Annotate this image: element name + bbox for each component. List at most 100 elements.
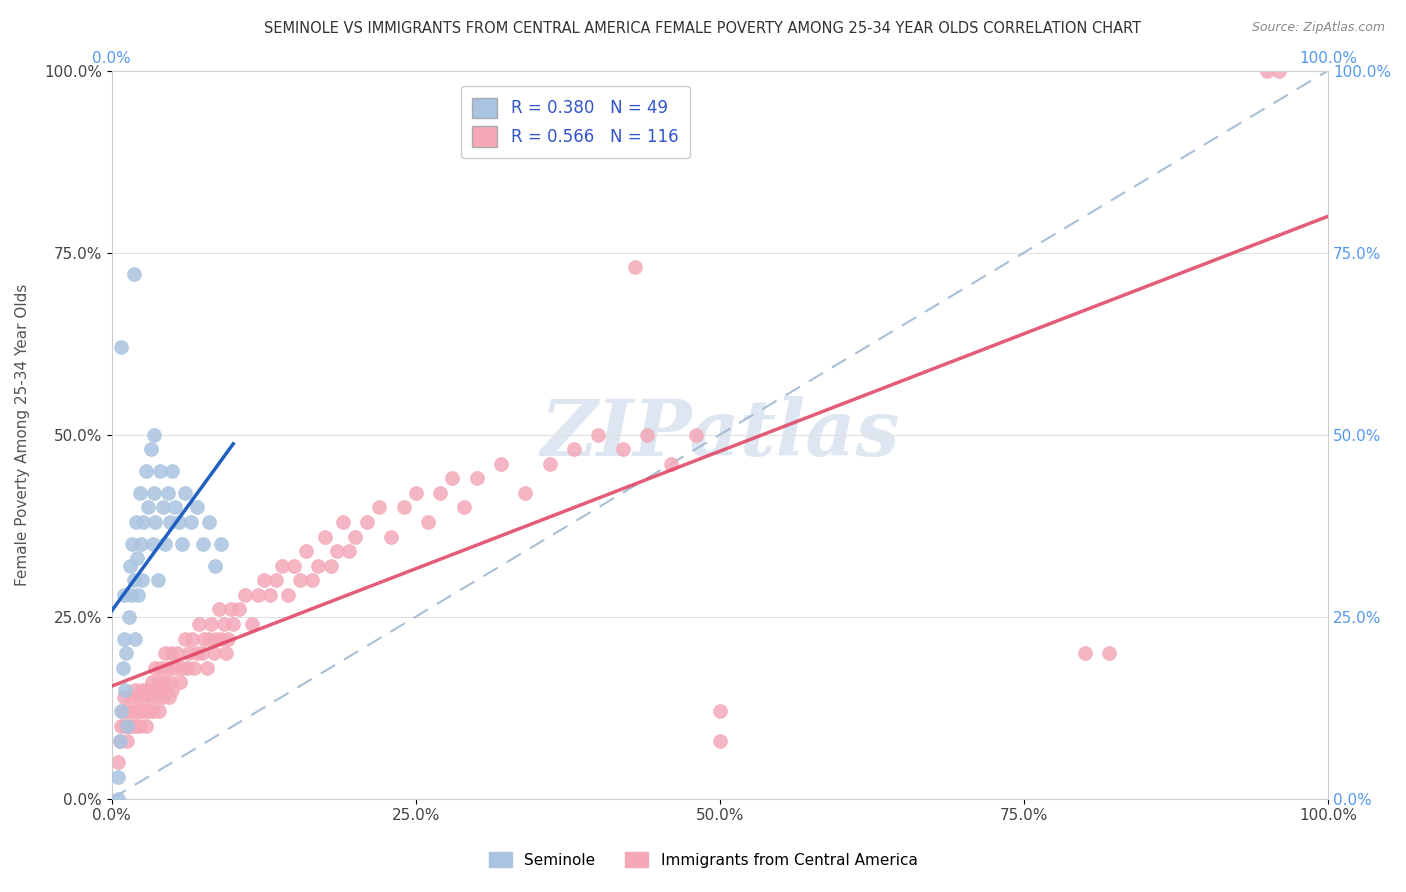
Point — [368, 500, 391, 515]
Point — [125, 719, 148, 733]
Point — [198, 632, 221, 646]
Point — [200, 617, 222, 632]
Point — [259, 588, 281, 602]
Point — [169, 675, 191, 690]
Point — [107, 791, 129, 805]
Text: Source: ZipAtlas.com: Source: ZipAtlas.com — [1251, 21, 1385, 35]
Point — [111, 661, 134, 675]
Point — [128, 486, 150, 500]
Point — [356, 515, 378, 529]
Point — [205, 632, 228, 646]
Point — [159, 675, 181, 690]
Point — [172, 661, 194, 675]
Point — [173, 632, 195, 646]
Point — [191, 537, 214, 551]
Point — [179, 646, 201, 660]
Point — [176, 661, 198, 675]
Point — [148, 705, 170, 719]
Point — [155, 682, 177, 697]
Point — [131, 682, 153, 697]
Point — [186, 646, 208, 660]
Point — [277, 588, 299, 602]
Point — [111, 705, 134, 719]
Point — [163, 500, 186, 515]
Point — [112, 632, 135, 646]
Point — [586, 427, 609, 442]
Point — [429, 486, 451, 500]
Point — [152, 690, 174, 704]
Point — [392, 500, 415, 515]
Point — [212, 617, 235, 632]
Point — [143, 486, 166, 500]
Point — [1074, 646, 1097, 660]
Point — [122, 705, 145, 719]
Point — [135, 705, 157, 719]
Point — [107, 770, 129, 784]
Point — [127, 690, 149, 704]
Point — [114, 719, 136, 733]
Point — [1268, 63, 1291, 78]
Point — [117, 609, 139, 624]
Point — [240, 617, 263, 632]
Point — [489, 457, 512, 471]
Point — [135, 464, 157, 478]
Point — [122, 268, 145, 282]
Point — [110, 340, 132, 354]
Point — [709, 705, 731, 719]
Point — [117, 719, 139, 733]
Point — [132, 515, 155, 529]
Point — [110, 705, 132, 719]
Point — [146, 574, 169, 588]
Point — [108, 733, 131, 747]
Point — [157, 690, 180, 704]
Point — [453, 500, 475, 515]
Point — [160, 646, 183, 660]
Point — [127, 588, 149, 602]
Point — [129, 537, 152, 551]
Point — [283, 558, 305, 573]
Point — [145, 515, 167, 529]
Point — [129, 705, 152, 719]
Point — [337, 544, 360, 558]
Point — [162, 682, 184, 697]
Point — [253, 574, 276, 588]
Point — [136, 682, 159, 697]
Point — [120, 690, 142, 704]
Point — [115, 646, 138, 660]
Point — [107, 756, 129, 770]
Point — [145, 661, 167, 675]
Point — [685, 427, 707, 442]
Point — [138, 705, 160, 719]
Point — [538, 457, 561, 471]
Point — [127, 551, 149, 566]
Point — [136, 500, 159, 515]
Point — [127, 705, 149, 719]
Point — [204, 558, 226, 573]
Point — [301, 574, 323, 588]
Point — [562, 442, 585, 457]
Point — [153, 646, 176, 660]
Point — [190, 646, 212, 660]
Point — [515, 486, 537, 500]
Point — [128, 719, 150, 733]
Point — [156, 486, 179, 500]
Point — [134, 690, 156, 704]
Point — [141, 675, 163, 690]
Point — [114, 682, 136, 697]
Point — [117, 719, 139, 733]
Point — [405, 486, 427, 500]
Point — [623, 260, 645, 275]
Point — [264, 574, 287, 588]
Point — [612, 442, 634, 457]
Point — [271, 558, 294, 573]
Point — [319, 558, 342, 573]
Point — [465, 471, 488, 485]
Point — [325, 544, 347, 558]
Point — [332, 515, 354, 529]
Point — [380, 530, 402, 544]
Point — [162, 464, 184, 478]
Point — [150, 661, 173, 675]
Point — [142, 537, 165, 551]
Point — [112, 588, 135, 602]
Point — [166, 646, 188, 660]
